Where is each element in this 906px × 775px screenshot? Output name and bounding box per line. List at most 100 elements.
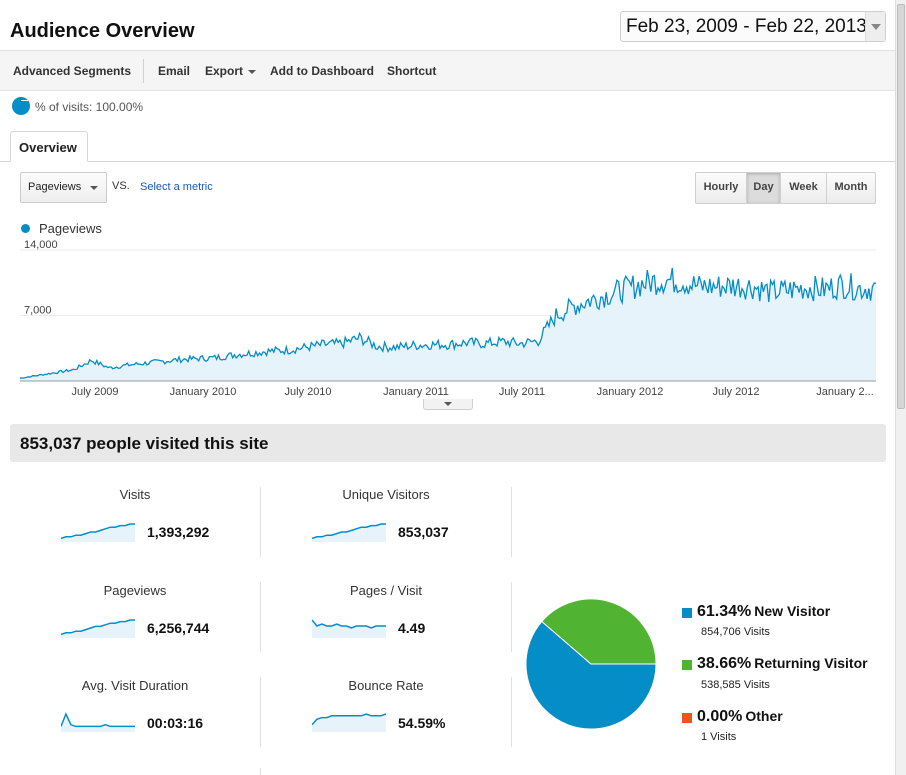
pageviews-area: [20, 267, 876, 381]
sparkline-area: [312, 620, 386, 638]
advanced-segments-button[interactable]: Advanced Segments: [13, 64, 132, 78]
legend-dot: [21, 224, 30, 233]
scrollbar[interactable]: [895, 0, 906, 775]
metric-divider: [511, 677, 512, 747]
hourly-button[interactable]: Hourly: [696, 173, 747, 203]
metric-label-bounce-rate: Bounce Rate: [348, 678, 424, 693]
legend-item-new-visitor: 61.34% New Visitor: [697, 603, 830, 621]
sparkline-avg-duration: [61, 712, 135, 732]
metric-divider: [260, 582, 261, 652]
pageviews-line: [19, 267, 877, 379]
metric-divider: [260, 768, 261, 775]
legend-item-returning-visitor: 38.66% Returning Visitor: [697, 655, 868, 673]
x-tick-label: July 2010: [284, 386, 331, 398]
day-button[interactable]: Day: [747, 173, 781, 203]
shortcut-button[interactable]: Shortcut: [387, 64, 437, 78]
toolbar: Advanced Segments Email Export Add to Da…: [0, 50, 895, 91]
metric-label-visits: Visits: [119, 487, 151, 502]
sparkline-line: [312, 619, 386, 629]
email-button[interactable]: Email: [158, 64, 191, 78]
month-button[interactable]: Month: [834, 181, 868, 193]
x-tick-label: January 2011: [383, 386, 449, 398]
page-title: Audience Overview: [10, 20, 195, 42]
export-label: Export: [205, 64, 244, 78]
sparkline-area: [61, 524, 135, 542]
legend-item-other: 0.00% Other: [697, 708, 783, 726]
sparkline-area: [61, 620, 135, 638]
sparkline-area: [312, 714, 386, 732]
summary-banner: 853,037 people visited this site: [10, 424, 886, 462]
x-tick-label: July 2011: [499, 386, 545, 398]
legend-swatch-new: [682, 608, 692, 618]
pie-slice-returning-visitor[interactable]: [541, 598, 657, 665]
name-other: Other: [745, 708, 783, 724]
metric-value-avg-duration: 00:03:16: [147, 715, 204, 731]
date-separator: -: [737, 16, 755, 37]
name-new: New Visitor: [754, 603, 831, 619]
visitor-type-pie[interactable]: [524, 592, 658, 736]
visits-returning: 538,585 Visits: [701, 679, 770, 691]
sparkline-line: [61, 619, 135, 636]
y-tick-label: 14,000: [24, 240, 58, 251]
chevron-down-icon: [248, 69, 257, 74]
toolbar-divider: [143, 59, 144, 83]
name-returning: Returning Visitor: [754, 655, 868, 671]
segment-label: % of visits: 100.00%: [35, 100, 144, 114]
visits-other: 1 Visits: [701, 731, 737, 743]
legend-swatch-other: [682, 713, 692, 723]
metric-label-pageviews: Pageviews: [103, 583, 167, 598]
add-to-dashboard-button[interactable]: Add to Dashboard: [270, 64, 374, 78]
sparkline-line: [312, 713, 386, 726]
sparkline-visits: [61, 523, 135, 542]
x-tick-label: January 2...: [816, 386, 873, 398]
metric-divider: [260, 487, 261, 557]
date-start: Feb 23, 2009: [626, 16, 738, 37]
metric-label-avg-duration: Avg. Visit Duration: [81, 678, 189, 693]
date-range-picker[interactable]: Feb 23, 2009 - Feb 22, 2013: [620, 11, 886, 42]
sparkline-pages-per-visit: [312, 619, 386, 638]
x-tick-label: July 2009: [71, 386, 118, 398]
pct-other: 0.00%: [697, 708, 743, 725]
metric-select-value: Pageviews: [28, 181, 82, 193]
pie-slice-new-visitor[interactable]: [525, 620, 657, 730]
metric-divider: [260, 677, 261, 747]
metric-divider: [511, 582, 512, 652]
sparkline-pageviews: [61, 619, 135, 638]
chevron-down-icon[interactable]: [865, 12, 885, 41]
export-button[interactable]: Export: [205, 64, 257, 78]
pct-new: 61.34%: [697, 603, 752, 620]
sparkline-unique-visitors: [312, 523, 386, 542]
pct-returning: 38.66%: [697, 655, 752, 672]
x-tick-label: January 2010: [170, 386, 237, 398]
sparkline-line: [312, 523, 386, 540]
x-tick-label: January 2012: [597, 386, 664, 398]
date-end: Feb 22, 2013: [754, 16, 867, 37]
metric-label-unique-visitors: Unique Visitors: [342, 487, 430, 502]
visits-new: 854,706 Visits: [701, 626, 770, 638]
chevron-down-icon: [90, 186, 98, 190]
sparkline-bounce-rate: [312, 713, 386, 732]
time-granularity-group: Hourly Day Week Month: [695, 172, 876, 204]
legend-label: Pageviews: [39, 221, 102, 236]
select-metric-link[interactable]: Select a metric: [140, 181, 213, 193]
vs-label: VS.: [112, 180, 130, 192]
metric-select[interactable]: Pageviews: [20, 172, 107, 203]
legend-swatch-returning: [682, 660, 692, 670]
chart-collapse-toggle[interactable]: [423, 399, 473, 410]
week-button[interactable]: Week: [781, 173, 827, 203]
scrollbar-thumb[interactable]: [897, 4, 905, 409]
sparkline-area: [312, 524, 386, 542]
tab-overview[interactable]: Overview: [10, 131, 88, 162]
metric-value-bounce-rate: 54.59%: [398, 715, 446, 731]
metric-value-pages-per-visit: 4.49: [398, 620, 426, 636]
metric-value-visits: 1,393,292: [147, 524, 210, 540]
metric-label-pages-per-visit: Pages / Visit: [349, 583, 423, 598]
tab-divider: [0, 161, 895, 162]
sparkline-area: [61, 714, 135, 732]
metric-value-pageviews: 6,256,744: [147, 620, 210, 636]
metric-divider: [511, 487, 512, 557]
segment-pie-icon[interactable]: [12, 97, 30, 115]
pageviews-chart[interactable]: 14,000 7,000 July 2009 January 2010 July 201…: [0, 240, 895, 402]
sparkline-line: [61, 523, 135, 540]
x-tick-label: July 2012: [712, 386, 759, 398]
